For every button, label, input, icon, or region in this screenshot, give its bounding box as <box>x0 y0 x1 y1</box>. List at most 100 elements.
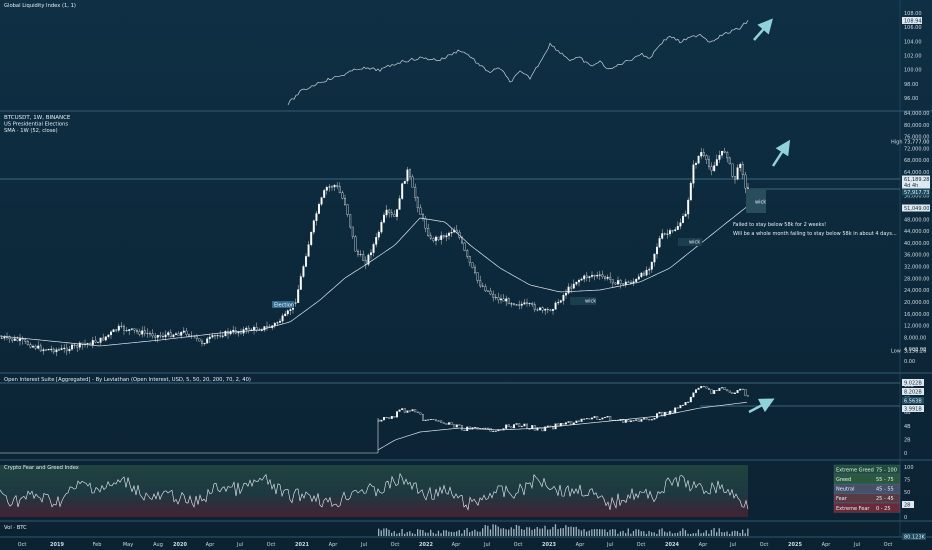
oi-candle <box>637 419 640 422</box>
oi-candle <box>523 423 526 427</box>
oi-candle <box>710 389 713 394</box>
oi-candle <box>669 410 671 415</box>
volume-bar <box>497 526 499 536</box>
volume-bar <box>450 531 453 536</box>
candle <box>424 218 427 229</box>
oi-candle <box>606 416 609 418</box>
oi-candle <box>718 387 721 391</box>
legend-name: Neutral <box>836 487 854 493</box>
candle <box>731 163 734 177</box>
oi-candle <box>442 422 445 424</box>
volume-bar <box>731 531 733 536</box>
candle <box>650 261 653 270</box>
candle <box>198 338 201 342</box>
open-interest-pane[interactable]: Open Interest Suite [Aggregated] - By Le… <box>0 377 924 457</box>
volume-bar <box>518 525 520 536</box>
candle <box>78 342 81 348</box>
candle <box>169 332 172 338</box>
oi-candle <box>632 420 635 422</box>
candle <box>89 343 92 345</box>
time-axis[interactable]: Oct 2019 Feb May Aug 2020 Apr Jul Oct 2021 Apr Jul O… <box>18 542 893 548</box>
candle <box>728 157 731 165</box>
legend-row <box>833 474 901 484</box>
oi-candle <box>494 430 497 432</box>
oi-candle <box>588 418 591 420</box>
oi-candle <box>565 422 567 425</box>
candle <box>531 303 534 305</box>
candle <box>406 169 409 182</box>
price-pane[interactable]: BTCUSDT, 1W, BINANCE US Presidential Ele… <box>0 111 930 365</box>
wick-box-3 <box>746 189 766 213</box>
legend-range: 25 - 45 <box>876 496 894 502</box>
liquidity-axis: 108.00 106.00 104.00 102.00 100.00 98.00 96.00 <box>904 11 922 102</box>
volume-bar <box>409 531 411 536</box>
axis-tick-label: 102.00 <box>904 54 922 60</box>
candle <box>333 185 336 188</box>
volume-bar <box>523 529 525 536</box>
volume-bar <box>552 526 554 536</box>
candle <box>596 275 599 277</box>
candle <box>128 329 131 331</box>
uptrend-arrow <box>753 18 773 41</box>
time-axis-label: Jul <box>360 542 367 548</box>
time-axis-label: 2023 <box>542 542 556 548</box>
candle <box>294 302 297 304</box>
axis-tick-label: 2B <box>904 437 911 443</box>
candle <box>585 275 588 278</box>
candle <box>203 343 206 345</box>
candle <box>310 231 313 245</box>
candle <box>32 345 34 348</box>
volume-bar <box>656 533 658 536</box>
candle <box>76 345 79 348</box>
axis-tick-label: 100 <box>904 465 914 471</box>
events-line: US Presidential Elections <box>4 122 68 128</box>
candle <box>94 340 97 343</box>
volume-bar <box>658 529 661 536</box>
oi-candle <box>528 428 531 430</box>
candle <box>73 344 76 346</box>
oi-candle <box>591 417 593 420</box>
axis-tick-label: 50 <box>904 490 910 496</box>
volume-bar <box>710 529 713 536</box>
time-axis-label: Oct <box>514 542 523 548</box>
volume-bar <box>578 529 580 536</box>
candle <box>684 213 687 217</box>
candle <box>549 309 552 311</box>
volume-bar <box>414 533 416 536</box>
fear-greed-pane[interactable]: Crypto Fear and Greed Index 1007550250 E… <box>0 464 914 521</box>
volume-pane[interactable]: Vol · BTC 80.123K <box>4 524 926 541</box>
uptrend-arrow <box>748 398 775 414</box>
oi-candle <box>736 390 739 394</box>
volume-bar <box>510 527 512 536</box>
candle <box>34 345 37 349</box>
candle <box>349 214 352 228</box>
candle <box>747 187 749 189</box>
volume-bar <box>443 530 445 536</box>
time-axis-label: Apr <box>822 542 832 548</box>
candle <box>401 183 404 199</box>
candle <box>240 331 242 334</box>
candle <box>518 304 521 306</box>
candle <box>377 231 380 238</box>
candle <box>736 167 739 180</box>
election-flag[interactable] <box>272 301 294 308</box>
oi-candle <box>526 423 528 430</box>
oi-candle <box>505 424 508 429</box>
candle <box>697 156 700 164</box>
candle <box>58 349 60 351</box>
candle <box>385 209 388 216</box>
oi-tag-low-text: 3.991B <box>904 407 922 413</box>
axis-tick-label: 32,000.00 <box>904 265 929 271</box>
axis-tick-label: 0.00 <box>904 359 915 365</box>
candle <box>206 338 209 344</box>
candle <box>11 338 14 341</box>
volume-bar <box>411 533 414 536</box>
oi-candle <box>518 423 521 427</box>
candle <box>523 302 526 305</box>
liquidity-pane[interactable]: Global Liquidity Index (1, 1) 108.00 106.… <box>4 3 922 106</box>
oi-candle <box>463 429 466 431</box>
candle <box>167 332 170 336</box>
volume-bar <box>422 530 424 536</box>
oi-candle <box>409 410 411 412</box>
